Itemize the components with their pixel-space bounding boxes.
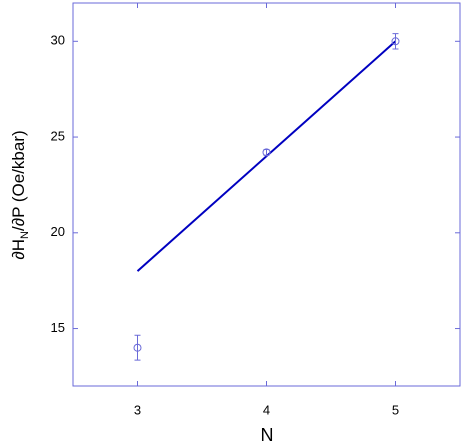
x-axis-label: N [261,425,274,445]
plot-frame [72,2,461,387]
x-tick-label: 5 [392,402,399,417]
error-bar [134,334,141,361]
data-point [391,37,400,46]
data-point [262,148,271,157]
y-tick-label: 15 [51,320,65,335]
y-tick-label: 20 [51,224,65,239]
y-axis-label: ∂HN/∂P (Oe/kbar) [9,130,30,259]
data-point [133,343,142,352]
error-bar [392,33,399,50]
y-label-part: /∂P (Oe/kbar) [9,130,28,231]
y-label-part: ∂H [9,239,28,260]
y-tick-label: 30 [51,33,65,48]
y-tick-label: 25 [51,128,65,143]
x-tick-label: 4 [263,402,270,417]
y-label-subscript: N [19,231,31,239]
x-tick-label: 3 [134,402,141,417]
